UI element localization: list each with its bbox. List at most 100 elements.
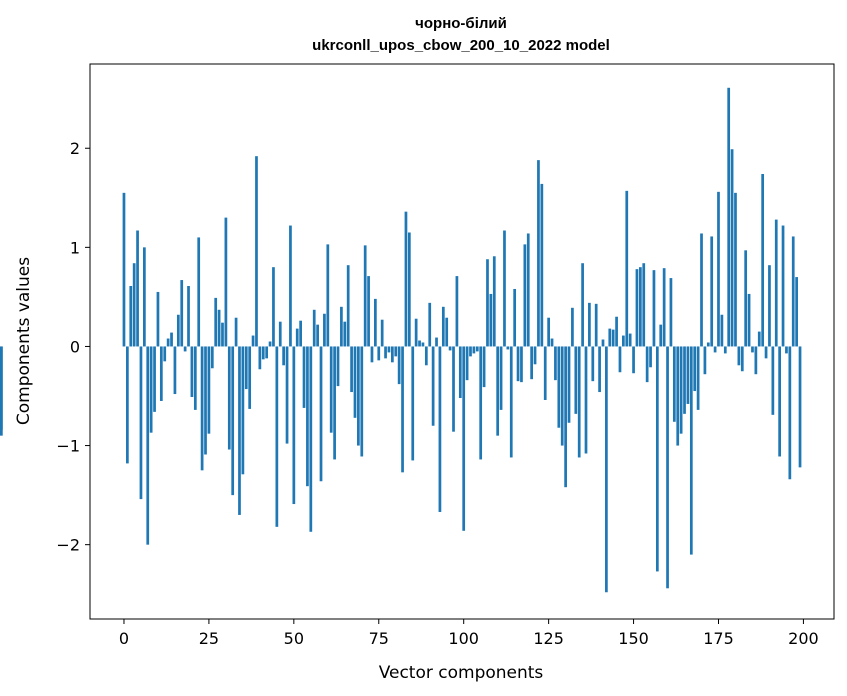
- y-tick-label: 0: [70, 337, 80, 356]
- plot-frame: [89, 63, 835, 620]
- bar-component-81: [397, 346, 401, 385]
- bar-component-135: [581, 263, 584, 347]
- x-axis-ticks: 0 25 50 75 100 125 150 175 200: [119, 619, 819, 648]
- bar-component-156: [652, 270, 656, 347]
- bar-component-9: [153, 346, 156, 412]
- bar-component-199: [798, 346, 802, 468]
- bar-component-4: [136, 230, 139, 347]
- bar-component-103: [472, 346, 476, 354]
- bar-component-105: [479, 346, 483, 460]
- bar-component-123: [540, 183, 544, 347]
- bar-component-36: [244, 346, 248, 390]
- bar-component-90: [428, 302, 432, 347]
- bar-component-97: [452, 346, 455, 432]
- bar-component-151: [635, 269, 639, 347]
- bar-component-192: [774, 219, 778, 347]
- bar-component-153: [642, 263, 646, 347]
- bar-component-165: [683, 346, 686, 414]
- bar-component-195: [785, 346, 788, 354]
- bar-component-80: [394, 346, 398, 357]
- bar-component-88: [421, 342, 425, 347]
- bar-component-178: [727, 87, 731, 347]
- bar-component-45: [275, 346, 279, 527]
- bar-component-18: [183, 346, 187, 352]
- bar-component-125: [547, 317, 550, 347]
- bar-component-3: [132, 263, 136, 347]
- bar-component-126: [550, 338, 554, 347]
- bar-component-186: [754, 346, 758, 375]
- bar-component-132: [571, 307, 574, 347]
- bar-component-71: [363, 245, 367, 347]
- bar-component-92: [435, 337, 438, 347]
- bar-component-180: [734, 192, 737, 347]
- bar-component-96: [448, 346, 452, 351]
- bar-component-148: [625, 190, 629, 347]
- bar-component-51: [295, 328, 299, 347]
- chart-title-line2: ukrconll_upos_cbow_200_10_2022 model: [312, 37, 610, 54]
- bar-component-131: [567, 346, 571, 423]
- y-axis-label: Components values: [14, 257, 34, 425]
- bar-component-42: [265, 346, 269, 359]
- x-tick-label: 150: [618, 629, 649, 648]
- bar-component-23: [200, 346, 204, 471]
- bar-component-7: [146, 346, 150, 545]
- bar-component-79: [391, 346, 394, 363]
- bar-component-183: [744, 250, 748, 347]
- bar-component-166: [686, 346, 690, 404]
- bar-component-26: [210, 346, 214, 369]
- bar-component-99: [458, 346, 462, 398]
- y-tick-label: −2: [56, 536, 80, 555]
- bar-component-53: [302, 346, 306, 408]
- bar-component-29: [221, 322, 224, 347]
- bar-component-197: [791, 236, 795, 347]
- x-tick-label: 100: [448, 629, 479, 648]
- bar-component-189: [764, 346, 768, 359]
- bar-component-147: [622, 335, 625, 347]
- bar-component-188: [761, 174, 765, 347]
- bar-component-142: [605, 346, 608, 593]
- bar-component-19: [187, 286, 190, 347]
- bar-component-160: [666, 346, 669, 589]
- bar-component-194: [781, 225, 785, 347]
- x-tick-label: 25: [199, 629, 219, 648]
- bar-component-140: [598, 346, 601, 393]
- bar-component-173: [710, 236, 714, 347]
- bar-component-73: [370, 346, 374, 363]
- bar-component-38: [251, 335, 255, 347]
- y-tick-label: −1: [56, 437, 80, 456]
- bar-component-54: [306, 346, 309, 487]
- bar-component-107: [486, 259, 489, 347]
- bar-component-145: [615, 316, 618, 347]
- bar-component-13: [166, 338, 170, 347]
- bar-component-100: [462, 346, 466, 531]
- bar-component-1: [126, 346, 129, 464]
- bar-component-76: [380, 319, 384, 347]
- bar-component-21: [193, 346, 197, 410]
- bar-component-16: [176, 314, 180, 347]
- bar-component-69: [357, 346, 360, 446]
- bar-component-33: [234, 317, 238, 347]
- bar-component-137: [588, 302, 591, 347]
- x-axis-label: Vector components: [379, 663, 544, 683]
- bar-component-46: [278, 321, 282, 347]
- bar-component-58: [319, 346, 323, 482]
- bar-component-63: [336, 346, 340, 387]
- bar-component-198: [795, 277, 798, 347]
- bar-component-40: [258, 346, 262, 370]
- bar-component-158: [659, 324, 663, 347]
- bar-component-75: [377, 346, 381, 361]
- bar-component-98: [455, 276, 459, 347]
- bar-component-86: [414, 318, 418, 347]
- bar-component-55: [309, 346, 313, 532]
- bar-component-111: [499, 346, 503, 410]
- bar-component-59: [323, 313, 326, 347]
- bar-component-106: [482, 346, 486, 388]
- bar-component-24: [204, 346, 207, 455]
- bar-component-14: [170, 332, 173, 347]
- bar-component-138: [591, 346, 595, 382]
- bar-component-87: [418, 340, 421, 347]
- x-tick-label: 50: [284, 629, 304, 648]
- bar-component-174: [713, 346, 717, 353]
- bar-component-94: [441, 306, 445, 347]
- bar-component-85: [411, 346, 415, 461]
